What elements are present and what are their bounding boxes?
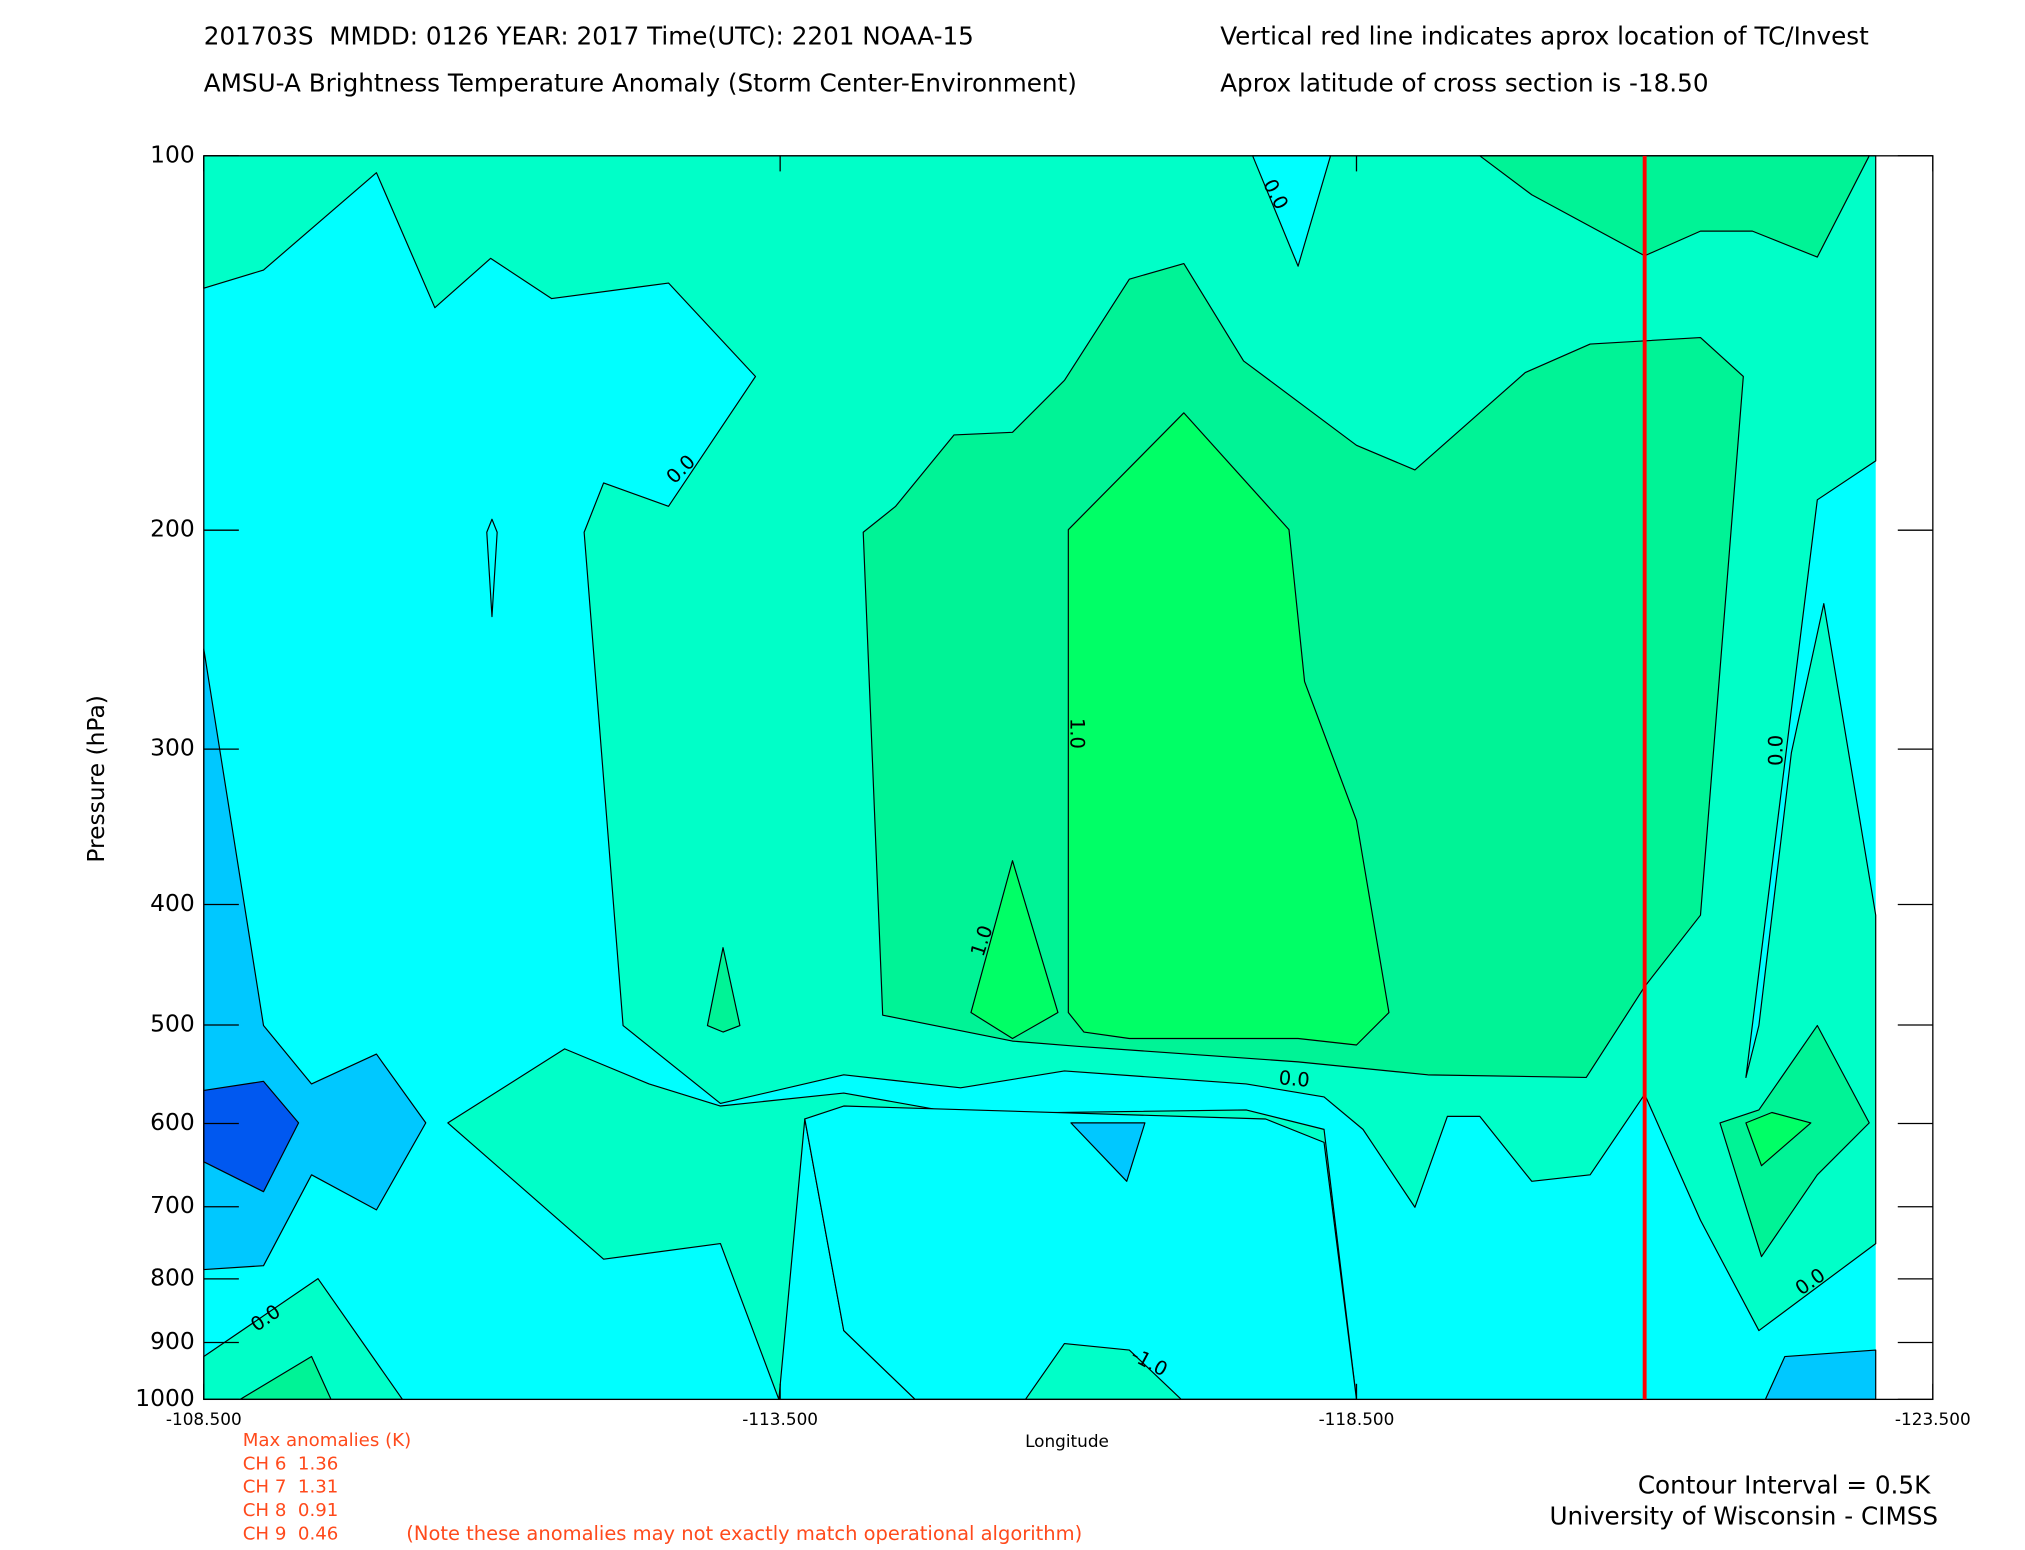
- y-tick-label: 600: [150, 1108, 195, 1136]
- contour-field: [203, 155, 1877, 1400]
- annotation: Vertical red line indicates aprox locati…: [1220, 22, 1869, 51]
- y-tick-label: 700: [150, 1191, 195, 1219]
- max-anomaly: CH 7 1.31: [243, 1477, 339, 1498]
- y-tick-label: 900: [150, 1327, 195, 1355]
- contour-label: 0.0: [1765, 735, 1788, 766]
- x-tick-label: -113.500: [742, 1409, 818, 1429]
- contour-region: [804, 1105, 1358, 1400]
- x-axis-label: Longitude: [1025, 1431, 1109, 1451]
- contour-region: [1479, 155, 1870, 258]
- y-tick-label: 200: [150, 515, 195, 543]
- y-tick-label: 100: [150, 140, 195, 168]
- chart-subtitle: AMSU-A Brightness Temperature Anomaly (S…: [204, 68, 1077, 97]
- contour-region: [486, 518, 498, 618]
- contour-region: [1070, 1122, 1146, 1182]
- chart-title: 201703S MMDD: 0126 YEAR: 2017 Time(UTC):…: [204, 22, 974, 51]
- y-tick-label: 500: [150, 1010, 195, 1038]
- contour-interval: Contour Interval = 0.5K: [1638, 1470, 1931, 1499]
- contour-label: 1.0: [1066, 718, 1089, 749]
- plot-frame: [203, 155, 1934, 1401]
- contour-label: 0.0: [1278, 1066, 1311, 1092]
- contour-region: [970, 860, 1059, 1040]
- contour-region: [1745, 1111, 1812, 1167]
- y-tick-label: 400: [150, 889, 195, 917]
- max-anomaly: CH 6 1.36: [243, 1453, 339, 1474]
- max-anomalies-title: Max anomalies (K): [243, 1430, 411, 1451]
- x-tick-label: -118.500: [1319, 1409, 1395, 1429]
- contour-region: [1719, 1024, 1870, 1258]
- x-tick-label: -108.500: [166, 1409, 242, 1429]
- max-anomaly: CH 8 0.91: [243, 1500, 339, 1521]
- credit: University of Wisconsin - CIMSS: [1549, 1502, 1938, 1531]
- y-tick-label: 1000: [135, 1384, 194, 1412]
- contour-region: [1067, 412, 1390, 1046]
- y-axis-label: Pressure (hPa): [82, 695, 110, 863]
- x-tick-label: -123.500: [1895, 1409, 1971, 1429]
- y-tick-label: 300: [150, 734, 195, 762]
- max-anomalies-note: (Note these anomalies may not exactly ma…: [406, 1522, 1082, 1545]
- annotation: Aprox latitude of cross section is -18.5…: [1220, 68, 1708, 97]
- max-anomaly: CH 9 0.46: [243, 1523, 339, 1544]
- y-tick-label: 800: [150, 1263, 195, 1291]
- contour-region: [706, 947, 741, 1033]
